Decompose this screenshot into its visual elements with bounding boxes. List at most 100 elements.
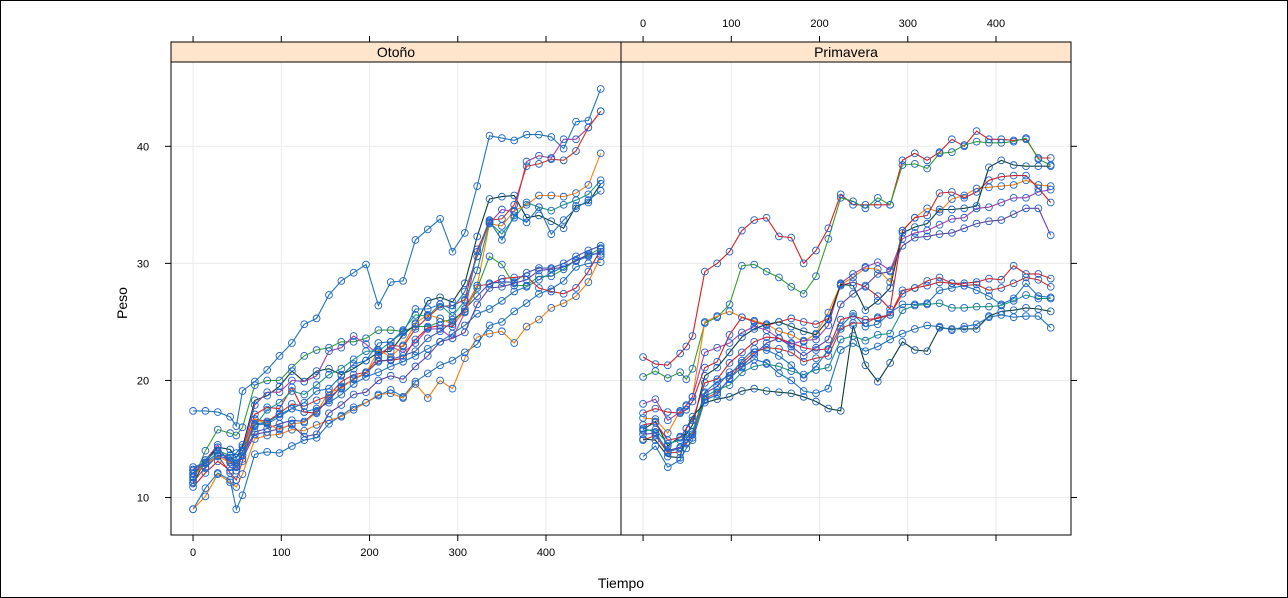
data-point-otono-s1-12 — [325, 291, 333, 299]
data-point-primavera-s7-30 — [997, 216, 1006, 224]
data-point-otono-s7-33 — [584, 250, 593, 258]
data-point-primavera-s6-23 — [910, 223, 919, 231]
data-point-otono-s1-34 — [596, 85, 605, 93]
data-point-primavera-s7-13 — [787, 342, 796, 351]
data-point-primavera-s12-34 — [1046, 323, 1055, 332]
data-point-otono-s13-6 — [250, 415, 259, 423]
data-point-otono-s5-25 — [485, 305, 494, 313]
data-point-otono-s11-19 — [411, 325, 420, 333]
data-point-otono-s14-10 — [300, 398, 309, 407]
series-line-primavera-12 — [642, 314, 1052, 468]
data-point-otono-s12-32 — [572, 252, 580, 261]
data-point-otono-s2-10 — [300, 436, 309, 445]
data-point-primavera-s5-25 — [935, 189, 944, 197]
data-point-otono-s12-34 — [596, 241, 605, 250]
data-point-primavera-s11-12 — [775, 388, 783, 397]
data-point-primavera-s2-13 — [787, 282, 796, 291]
data-point-primavera-s3-30 — [997, 182, 1006, 190]
data-point-otono-s1-10 — [300, 320, 309, 329]
data-point-primavera-s12-0 — [639, 452, 647, 461]
data-point-otono-s8-20 — [423, 296, 432, 305]
data-point-primavera-s13-17 — [836, 315, 845, 324]
axis-ticks: 0 0 100 100 200 200 300 300 400 400 10 20 30 40 — [137, 18, 1077, 559]
data-point-otono-s7-32 — [572, 257, 580, 265]
data-point-otono-s8-2 — [213, 443, 222, 452]
data-point-primavera-s8-11 — [762, 346, 771, 354]
data-point-primavera-s8-7 — [713, 377, 722, 386]
data-point-primavera-s2-18 — [849, 197, 857, 206]
data-point-primavera-s11-5 — [688, 412, 697, 421]
data-point-otono-s4-11 — [312, 346, 321, 354]
data-point-primavera-s6-10 — [750, 325, 759, 333]
data-point-primavera-s9-3 — [676, 448, 684, 456]
data-point-primavera-s12-15 — [812, 389, 820, 398]
data-point-otono-s14-0 — [189, 463, 197, 471]
data-point-primavera-s5-26 — [948, 188, 956, 196]
data-point-primavera-s12-16 — [824, 384, 833, 393]
data-point-otono-s6-2 — [213, 457, 222, 466]
data-point-primavera-s1-28 — [972, 127, 981, 135]
data-point-otono-s8-14 — [349, 364, 358, 373]
data-point-primavera-s3-13 — [787, 330, 796, 339]
data-point-primavera-s5-23 — [910, 213, 919, 222]
data-point-primavera-s6-21 — [886, 284, 894, 292]
y-tick-label-40: 40 — [137, 141, 149, 153]
data-point-otono-s1-5 — [238, 387, 247, 395]
data-point-otono-s1-15 — [362, 260, 370, 269]
data-point-otono-s13-30 — [547, 191, 556, 200]
data-point-otono-s6-1 — [201, 469, 210, 477]
data-point-primavera-s6-13 — [787, 322, 796, 331]
data-point-primavera-s10-4 — [682, 432, 691, 441]
data-point-primavera-s2-23 — [910, 160, 919, 168]
data-point-otono-s8-30 — [547, 217, 556, 226]
data-point-otono-s12-20 — [423, 334, 432, 343]
data-point-primavera-s9-27 — [960, 281, 969, 290]
data-point-otono-s14-4 — [232, 453, 241, 462]
data-point-primavera-s10-5 — [688, 428, 697, 436]
data-point-otono-s14-30 — [547, 230, 556, 238]
data-point-primavera-s13-7 — [713, 375, 722, 384]
data-point-primavera-s11-22 — [898, 337, 907, 346]
data-point-otono-s11-34 — [596, 107, 605, 116]
data-point-primavera-s2-32 — [1022, 134, 1030, 142]
data-point-otono-s12-26 — [498, 278, 506, 286]
data-point-primavera-s6-19 — [861, 306, 870, 315]
data-point-otono-s2-23 — [460, 348, 469, 357]
data-point-otono-s14-19 — [411, 305, 420, 313]
data-point-otono-s5-11 — [312, 404, 321, 413]
data-point-primavera-s6-12 — [775, 318, 783, 326]
data-point-otono-s13-23 — [460, 307, 469, 316]
data-point-otono-s7-20 — [423, 352, 432, 360]
data-point-otono-s8-6 — [250, 396, 259, 405]
data-point-primavera-s4-5 — [688, 392, 697, 401]
data-point-primavera-s7-5 — [688, 433, 697, 442]
data-point-otono-s6-3 — [226, 466, 234, 475]
data-point-otono-s14-16 — [374, 339, 383, 347]
series-line-otono-4 — [192, 247, 601, 481]
data-point-otono-s13-13 — [337, 384, 346, 393]
data-point-otono-s3-10 — [300, 426, 309, 435]
panel-otono-series — [189, 85, 605, 514]
data-point-otono-s14-31 — [559, 216, 568, 224]
x-tick-label-bottom-0: 0 — [190, 547, 196, 559]
data-point-otono-s9-21 — [436, 325, 444, 333]
data-point-otono-s10-18 — [399, 326, 407, 334]
data-point-otono-s2-12 — [325, 419, 333, 428]
data-point-otono-s1-13 — [337, 277, 346, 285]
data-point-otono-s2-25 — [485, 321, 494, 330]
data-point-primavera-s5-15 — [812, 320, 820, 329]
data-point-primavera-s9-13 — [787, 348, 796, 357]
data-point-primavera-s2-4 — [682, 375, 691, 384]
data-point-otono-s1-32 — [572, 117, 580, 126]
data-point-primavera-s11-23 — [910, 346, 919, 354]
data-point-otono-s4-27 — [510, 281, 519, 290]
data-point-primavera-s4-0 — [639, 400, 647, 408]
data-point-primavera-s10-16 — [824, 363, 833, 372]
data-point-otono-s3-26 — [498, 327, 506, 336]
data-point-otono-s13-32 — [572, 189, 580, 197]
data-point-otono-s8-26 — [498, 192, 506, 201]
data-point-primavera-s11-11 — [762, 387, 771, 395]
data-point-otono-s7-12 — [325, 409, 333, 418]
data-point-primavera-s2-30 — [997, 138, 1006, 147]
data-point-otono-s3-33 — [584, 278, 593, 286]
